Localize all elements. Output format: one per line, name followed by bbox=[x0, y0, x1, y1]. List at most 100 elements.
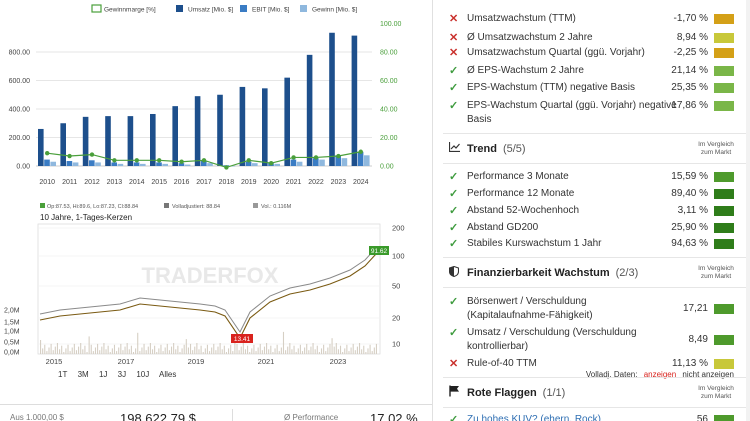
criteria-row[interactable]: ✓ Börsenwert / Verschuldung (Kapitalaufn… bbox=[433, 295, 750, 323]
volume-bar bbox=[40, 340, 42, 354]
revenue-bar bbox=[351, 35, 358, 166]
volume-bar bbox=[371, 351, 373, 354]
criteria-row[interactable]: ✕ Rule-of-40 TTM 11,13 % bbox=[433, 357, 750, 371]
range-1t[interactable]: 1T bbox=[58, 370, 68, 379]
criteria-row[interactable]: ✓ Performance 12 Monate 89,40 % bbox=[433, 187, 750, 201]
criteria-label: EPS-Wachstum (TTM) negative Basis bbox=[467, 82, 636, 93]
volume-bar bbox=[282, 331, 285, 354]
profit-bar bbox=[319, 159, 325, 166]
criteria-row[interactable]: ✕ Umsatzwachstum Quartal (ggü. Vorjahr) … bbox=[433, 46, 750, 60]
revenue-bar bbox=[262, 88, 268, 166]
check-icon: ✓ bbox=[449, 296, 459, 308]
volume-bar bbox=[242, 343, 244, 354]
volume-bar bbox=[179, 352, 181, 354]
criteria-value: 89,40 % bbox=[671, 188, 708, 199]
right-axis-tick: 20.00 bbox=[380, 135, 398, 142]
volume-bar bbox=[268, 349, 270, 354]
criteria-label[interactable]: Zu hohes KUV? (ehern. Rock) bbox=[467, 414, 601, 421]
volume-bar bbox=[120, 343, 122, 354]
plot-area bbox=[37, 223, 381, 355]
performance-strip: Aus 1.000,00 $ 198.622,79 $ Ø Performanc… bbox=[0, 404, 432, 421]
profit-bar bbox=[50, 161, 56, 166]
volume-bar bbox=[139, 351, 141, 354]
volume-bar bbox=[278, 351, 280, 354]
criteria-row[interactable]: ✕ Umsatzwachstum (TTM) -1,70 % bbox=[433, 12, 750, 26]
shield-icon bbox=[448, 265, 460, 280]
volume-bar bbox=[154, 345, 156, 354]
watermark: TRADERFOX bbox=[142, 263, 279, 288]
price-chart[interactable]: Op:87.53, Hi:89.6, Lo:87.23, Cl:88.84 Vol… bbox=[0, 198, 408, 384]
volume-bar bbox=[143, 343, 145, 354]
volume-bar bbox=[253, 344, 255, 354]
volume-bar bbox=[42, 348, 44, 354]
adjusted-show-link[interactable]: anzeigen bbox=[643, 370, 677, 379]
trend-title: Trend (5/5) bbox=[467, 143, 526, 155]
section-divider bbox=[443, 163, 747, 164]
volume-bar bbox=[94, 347, 97, 354]
range-alles[interactable]: Alles bbox=[159, 370, 177, 379]
ohlc-info: Op:87.53, Hi:89.6, Lo:87.23, Cl:88.84 bbox=[47, 204, 138, 210]
criteria-row[interactable]: ✓ Abstand 52-Wochenhoch 3,11 % bbox=[433, 204, 750, 218]
fundamentals-legend[interactable]: Gewinnmarge [%] Umsatz [Mio. $] EBIT [Mio.… bbox=[91, 4, 357, 14]
criteria-rating-bar bbox=[714, 359, 734, 369]
legend-label: Umsatz [Mio. $] bbox=[188, 7, 233, 14]
volume-bar bbox=[206, 344, 208, 354]
volume-bar bbox=[196, 343, 198, 354]
criteria-value: 94,63 % bbox=[671, 238, 708, 249]
volume-bar bbox=[225, 352, 227, 354]
ebit-bar bbox=[66, 161, 73, 166]
volume-bar bbox=[255, 351, 257, 354]
volume-bar bbox=[287, 346, 289, 354]
criteria-rating-bar bbox=[714, 206, 734, 216]
legend-swatch bbox=[176, 5, 183, 12]
criteria-row[interactable]: ✓ Zu hohes KUV? (ehern. Rock) 56 bbox=[433, 413, 750, 421]
finance-section-header[interactable]: Finanzierbarkeit Wachstum (2/3) Im Vergle… bbox=[433, 264, 750, 284]
fundamentals-axes: 0.00 200.00 400.00 600.00 800.00 0.00 20.00 40.… bbox=[9, 21, 402, 186]
adjusted-hide-link[interactable]: nicht anzeigen bbox=[682, 370, 734, 379]
criteria-row[interactable]: ✕ Ø Umsatzwachstum 2 Jahre 8,94 % bbox=[433, 31, 750, 45]
scrollbar[interactable] bbox=[746, 0, 750, 421]
range-selector: 1T 3M 1J 3J 10J Alles bbox=[58, 370, 184, 379]
criteria-rating-bar bbox=[714, 304, 734, 314]
criteria-value: 56 bbox=[696, 414, 708, 421]
criteria-label: Rule-of-40 TTM bbox=[467, 358, 537, 369]
flags-section-header[interactable]: Rote Flaggen (1/1) Im Vergleich zum Markt bbox=[433, 384, 750, 404]
range-3j[interactable]: 3J bbox=[117, 370, 127, 379]
time-axis-tick: 2015 bbox=[46, 357, 63, 366]
left-axis-tick: 200.00 bbox=[9, 135, 31, 142]
margin-point bbox=[112, 158, 117, 163]
range-1j[interactable]: 1J bbox=[98, 370, 108, 379]
criteria-row[interactable]: ✓ Performance 3 Monate 15,59 % bbox=[433, 170, 750, 184]
volume-bar bbox=[263, 346, 266, 354]
volume-bar bbox=[293, 345, 295, 354]
revenue-bar bbox=[239, 86, 246, 166]
criteria-row[interactable]: ✓ EPS-Wachstum Quartal (ggü. Vorjahr) ne… bbox=[433, 99, 750, 127]
range-3m[interactable]: 3M bbox=[77, 370, 89, 379]
volume-bar bbox=[367, 348, 369, 354]
range-10j[interactable]: 10J bbox=[136, 370, 150, 379]
volume-bar bbox=[44, 344, 46, 354]
ebit-bar bbox=[313, 158, 319, 166]
trend-section-header[interactable]: Trend (5/5) Im Vergleich zum Markt bbox=[433, 140, 750, 160]
finance-count: (2/3) bbox=[615, 267, 639, 279]
price-chart-svg[interactable]: Op:87.53, Hi:89.6, Lo:87.23, Cl:88.84 Vol… bbox=[0, 198, 408, 370]
revenue-bar bbox=[150, 113, 156, 166]
section-divider bbox=[443, 407, 747, 408]
volume-bar bbox=[158, 348, 160, 354]
criteria-row[interactable]: ✓ Abstand GD200 25,90 % bbox=[433, 221, 750, 235]
chart-subtitle: 10 Jahre, 1-Tages-Kerzen bbox=[40, 213, 132, 222]
volume-axis-tick: 1,5M bbox=[4, 320, 20, 327]
legend-swatch bbox=[240, 5, 247, 12]
criteria-row[interactable]: ✓ Ø EPS-Wachstum 2 Jahre 21,14 % bbox=[433, 64, 750, 78]
volume-bar bbox=[137, 332, 139, 354]
criteria-label: Börsenwert / Verschuldung (Kapitalaufnah… bbox=[467, 296, 593, 321]
price-legend: Op:87.53, Hi:89.6, Lo:87.23, Cl:88.84 Vol… bbox=[40, 203, 292, 222]
profit-bar bbox=[117, 163, 124, 166]
market-compare-note: Im Vergleich zum Markt bbox=[698, 265, 734, 280]
criteria-row[interactable]: ✓ Umsatz / Verschuldung (Verschuldung ko… bbox=[433, 326, 750, 354]
volume-bar bbox=[306, 343, 308, 354]
criteria-row[interactable]: ✓ Stabiles Kurswachstum 1 Jahr 94,63 % bbox=[433, 237, 750, 251]
criteria-row[interactable]: ✓ EPS-Wachstum (TTM) negative Basis 25,3… bbox=[433, 81, 750, 95]
flags-count: (1/1) bbox=[542, 387, 566, 399]
volume-bar bbox=[244, 349, 247, 354]
